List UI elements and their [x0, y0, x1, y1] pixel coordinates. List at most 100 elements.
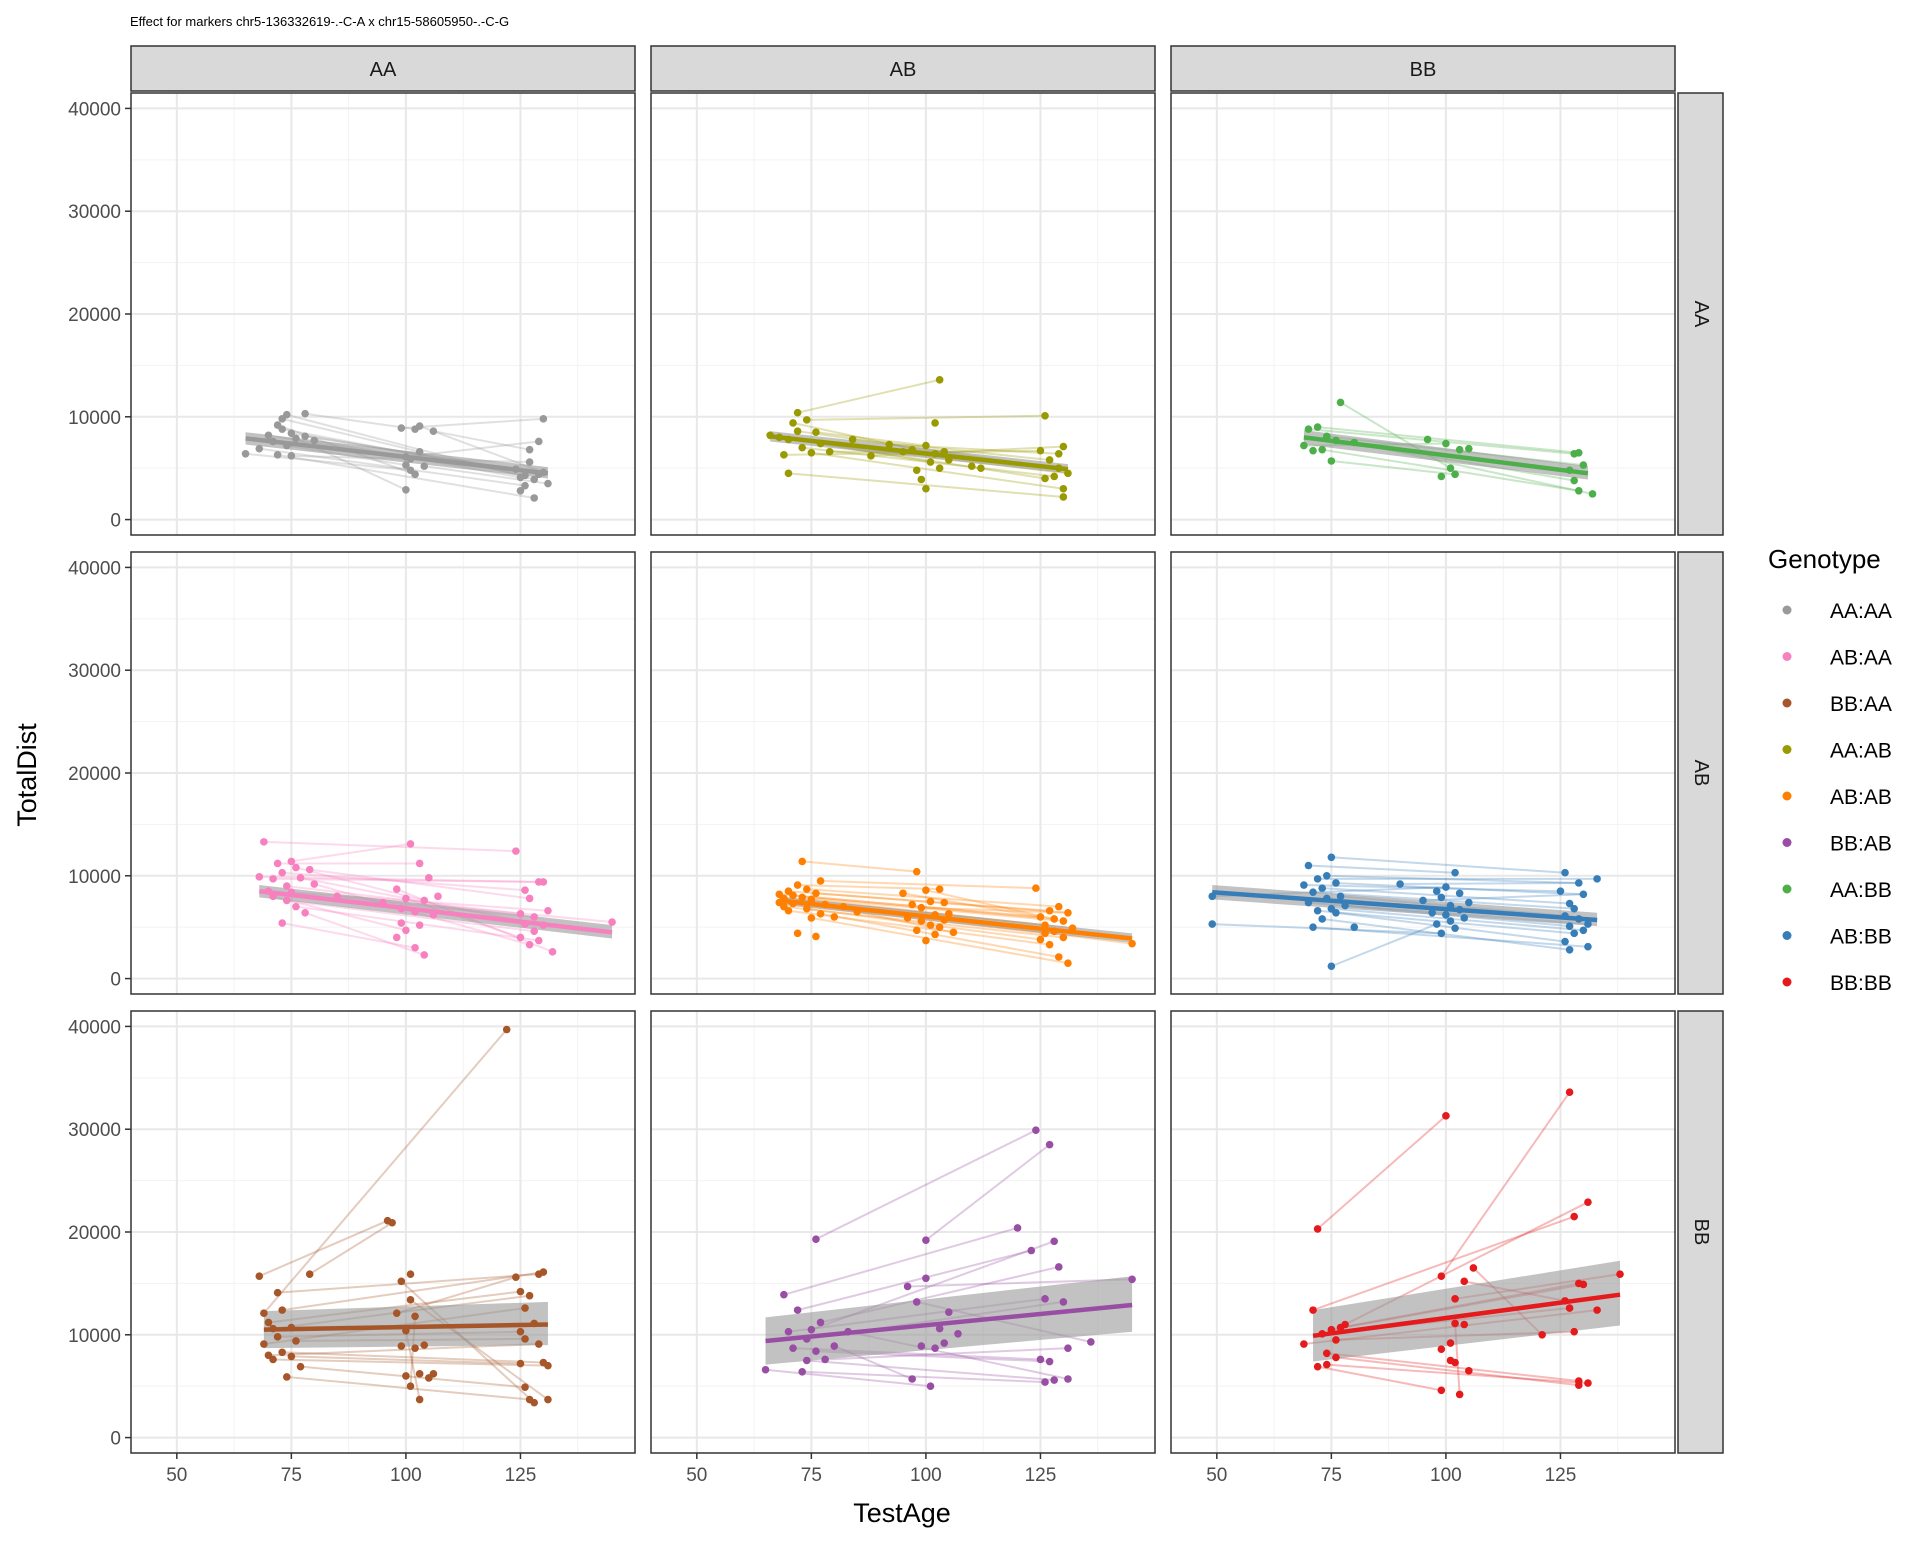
data-point	[940, 898, 949, 907]
data-point	[1300, 881, 1308, 889]
legend-key-dot	[1782, 931, 1792, 940]
data-point	[1455, 445, 1464, 454]
data-point	[816, 1318, 825, 1327]
data-point	[512, 1273, 520, 1282]
x-axis-title: TestAge	[853, 1498, 951, 1528]
panel-bb-bb: 50 75 100 125	[1170, 1010, 1676, 1486]
data-point	[392, 933, 401, 942]
panel-aa-ab	[650, 92, 1156, 536]
fit-line	[263, 1322, 548, 1332]
trajectory-line	[1330, 923, 1438, 968]
trajectory-line	[925, 1143, 1051, 1242]
data-point	[310, 436, 319, 445]
panel-ab-aa: 0 10000 20000 30000 40000	[68, 551, 636, 995]
trajectory-line	[1335, 1356, 1579, 1387]
data-point	[1593, 875, 1601, 883]
data-point	[935, 885, 944, 893]
data-point	[502, 1025, 511, 1034]
col-strip-label: AB	[890, 59, 917, 81]
data-point	[273, 1288, 282, 1297]
data-point	[1565, 1304, 1574, 1312]
data-point	[1579, 461, 1588, 469]
data-point	[305, 1270, 314, 1278]
data-point	[807, 1325, 816, 1334]
data-point	[1465, 898, 1473, 907]
data-point	[292, 434, 300, 443]
panel-ab-ab	[650, 551, 1156, 995]
data-point	[1054, 953, 1063, 961]
legend-item-bb-ab: BB:AB	[1782, 833, 1892, 856]
data-point	[1041, 474, 1049, 483]
data-point	[1446, 464, 1455, 472]
data-point	[392, 1309, 401, 1318]
data-point	[931, 1344, 939, 1352]
data-point	[1437, 1386, 1446, 1395]
data-point	[1032, 1126, 1040, 1135]
data-point	[798, 893, 806, 902]
data-point	[1565, 899, 1574, 908]
trajectory-line	[1322, 887, 1570, 905]
data-point	[1437, 472, 1446, 481]
data-point	[1437, 929, 1446, 938]
trajectory-line	[300, 1365, 526, 1389]
data-point	[1442, 883, 1450, 891]
x-tick-label: 125	[1025, 1465, 1057, 1486]
data-point	[1350, 923, 1359, 931]
data-point	[516, 1327, 525, 1336]
data-point	[1309, 446, 1317, 455]
trajectory-line	[259, 875, 539, 883]
data-point	[789, 419, 797, 427]
data-point	[516, 1287, 525, 1296]
data-point	[1565, 922, 1574, 930]
row-strip-aa: AA	[1677, 92, 1724, 536]
data-point	[1437, 893, 1446, 902]
data-point	[1054, 1263, 1063, 1271]
trajectory-line	[272, 895, 407, 932]
data-point	[1442, 1112, 1450, 1120]
data-point	[1128, 939, 1136, 948]
y-tick-label: 40000	[68, 558, 121, 579]
data-point	[534, 437, 543, 446]
data-point	[420, 462, 429, 470]
data-point	[278, 1348, 287, 1357]
trajectory-line	[1326, 874, 1579, 884]
trajectory-line	[282, 922, 416, 949]
data-point	[1437, 1345, 1446, 1353]
data-point	[926, 458, 935, 466]
data-point	[807, 895, 816, 904]
legend-title: Genotype	[1768, 544, 1881, 574]
trajectory-line	[433, 430, 530, 451]
data-point	[1460, 1320, 1469, 1329]
data-point	[388, 1218, 396, 1227]
data-point	[392, 885, 401, 893]
trajectory-line	[291, 1355, 521, 1365]
data-point	[521, 471, 529, 480]
data-point	[1336, 398, 1345, 407]
data-point	[1432, 887, 1441, 896]
data-point	[1570, 476, 1578, 485]
data-point	[1309, 923, 1317, 931]
data-point	[411, 1344, 419, 1352]
data-point	[516, 1359, 525, 1368]
data-point	[784, 1327, 793, 1336]
data-point	[793, 929, 802, 938]
data-point	[287, 857, 296, 866]
data-point	[420, 1341, 429, 1349]
data-point	[1059, 493, 1068, 501]
data-point	[793, 1306, 802, 1314]
data-point	[926, 897, 935, 906]
data-point	[780, 451, 788, 459]
data-point	[812, 889, 820, 898]
data-point	[908, 1375, 916, 1383]
data-point	[310, 880, 319, 888]
data-point	[1419, 896, 1427, 905]
legend-item-aa-aa: AA:AA	[1782, 600, 1892, 623]
data-point	[525, 1291, 534, 1300]
data-point	[1584, 1379, 1592, 1387]
data-point	[789, 1344, 797, 1352]
data-point	[1054, 902, 1063, 911]
trajectory-line	[282, 871, 526, 892]
data-point	[1059, 442, 1068, 451]
trajectory-line	[852, 438, 1050, 461]
data-point	[402, 485, 410, 494]
